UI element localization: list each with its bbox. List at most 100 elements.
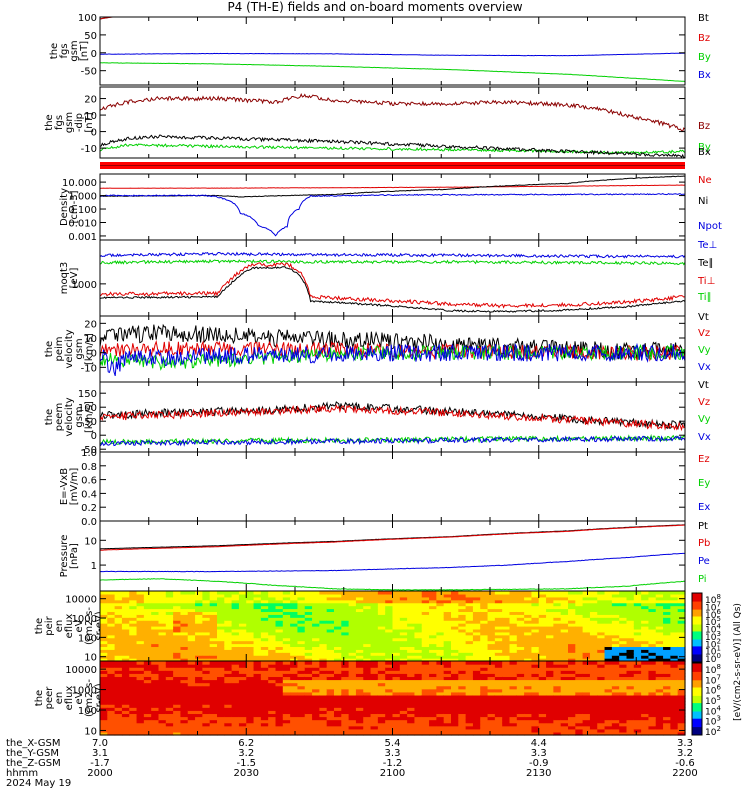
spectrogram-cell (633, 716, 642, 721)
spectrogram-cell (363, 634, 372, 639)
spectrogram-cell (575, 605, 584, 610)
spectrogram-cell (633, 710, 642, 715)
spectrogram-cell (326, 673, 335, 678)
spectrogram-cell (275, 667, 284, 671)
spectrogram-cell (451, 679, 459, 684)
spectrogram-cell (217, 716, 225, 721)
spectrogram-cell (143, 688, 152, 693)
spectrogram-cell (429, 682, 437, 687)
spectrogram-cell (502, 634, 511, 639)
spectrogram-cell (480, 637, 489, 642)
spectrogram-cell (399, 605, 408, 610)
spectrogram-cell (480, 646, 489, 650)
spectrogram-cell (297, 591, 306, 595)
spectrogram-cell (377, 640, 386, 645)
spectrogram-cell (487, 704, 496, 708)
spectrogram-cell (326, 655, 335, 659)
colorbar-cell (692, 611, 702, 614)
spectrogram-cell (136, 719, 145, 724)
spectrogram-cell (209, 731, 218, 736)
spectrogram-cell (655, 719, 664, 724)
spectrogram-cell (165, 728, 174, 733)
spectrogram-cell (370, 658, 379, 662)
colorbar-cell (692, 655, 702, 657)
spectrogram-cell (575, 637, 584, 642)
spectrogram-cell (392, 596, 401, 601)
spectrogram-cell (253, 707, 262, 711)
panel-frame (99, 16, 686, 86)
spectrogram-cell (604, 731, 613, 736)
spectrogram-cell (663, 682, 671, 687)
spectrogram-cell (538, 652, 547, 656)
spectrogram-cell (260, 685, 269, 690)
spectrogram-cell (165, 626, 174, 630)
spectrogram-cell (312, 596, 320, 601)
y-tick-label: 20 (84, 95, 97, 106)
spectrogram-cell (531, 637, 540, 642)
spectrogram-cell (465, 688, 474, 693)
spectrogram-cell (516, 701, 525, 705)
spectrogram-cell (297, 698, 306, 702)
spectrogram-cell (663, 691, 671, 696)
spectrogram-cell (217, 591, 225, 595)
spectrogram-cell (626, 667, 635, 671)
spectrogram-cell (436, 599, 445, 604)
spectrogram-cell (480, 649, 489, 653)
spectrogram-cell (224, 698, 233, 702)
spectrogram-cell (224, 725, 233, 730)
spectrogram-cell (121, 704, 130, 708)
spectrogram-cell (290, 593, 299, 598)
spectrogram-cell (173, 667, 182, 671)
spectrogram-cell (604, 667, 613, 671)
spectrogram-cell (546, 685, 554, 690)
spectrogram-cell (334, 602, 342, 607)
spectrogram-cell (589, 649, 598, 653)
spectrogram-cell (472, 640, 481, 645)
spectrogram-cell (538, 596, 547, 601)
spectrogram-cell (663, 620, 671, 624)
spectrogram-cell (187, 716, 196, 721)
spectrogram-cell (370, 631, 379, 636)
spectrogram-cell (392, 661, 401, 665)
spectrogram-cell (238, 611, 247, 615)
spectrogram-cell (136, 649, 145, 653)
spectrogram-cell (582, 664, 591, 668)
spectrogram-cell (560, 593, 569, 598)
spectrogram-cell (377, 676, 386, 681)
spectrogram-cell (195, 713, 203, 718)
spectrogram-cell (100, 673, 108, 678)
spectrogram-cell (129, 710, 138, 715)
spectrogram-cell (334, 658, 342, 662)
spectrogram-cell (399, 688, 408, 693)
spectrogram-cell (655, 670, 664, 674)
spectrogram-cell (502, 649, 511, 653)
spectrogram-cell (604, 670, 613, 674)
spectrogram-cell (231, 626, 240, 630)
spectrogram-cell (319, 591, 328, 595)
spectrogram-cell (370, 679, 379, 684)
spectrogram-cell (385, 637, 394, 642)
spectrogram-cell (136, 620, 145, 624)
y-axis-label: gsm (74, 406, 85, 427)
spectrogram-cell (114, 646, 123, 650)
spectrogram-cell (319, 682, 328, 687)
spectrogram-cell (121, 728, 130, 733)
spectrogram-cell (472, 637, 481, 642)
spectrogram-cell (100, 682, 108, 687)
spectrogram-cell (260, 640, 269, 645)
spectrogram-cell (531, 620, 540, 624)
spectrogram-cell (494, 710, 503, 715)
spectrogram-cell (597, 631, 606, 636)
spectrogram-cell (553, 626, 562, 630)
spectrogram-cell (509, 728, 518, 733)
spectrogram-cell (436, 637, 445, 642)
spectrogram-cell (151, 596, 160, 601)
colorbar-cell (692, 596, 702, 599)
spectrogram-cell (421, 731, 430, 736)
spectrogram-cell (546, 707, 554, 711)
spectrogram-cell (458, 608, 467, 613)
spectrogram-cell (326, 728, 335, 733)
spectrogram-cell (231, 716, 240, 721)
spectrogram-cell (114, 713, 123, 718)
spectrogram-cell (268, 646, 277, 650)
